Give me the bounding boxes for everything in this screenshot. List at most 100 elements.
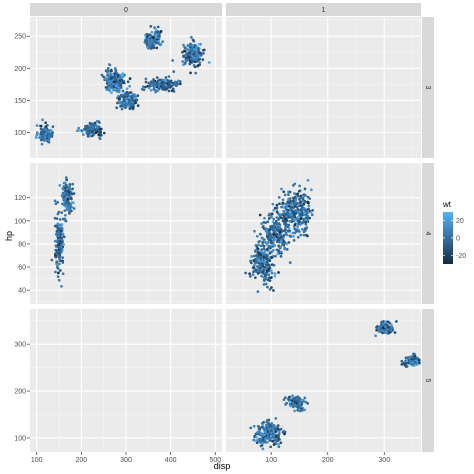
data-point [270,226,273,230]
data-point [299,222,302,226]
data-point [125,91,129,94]
data-point [61,259,64,263]
data-point [53,216,57,220]
data-point [306,178,310,182]
data-point [56,250,60,254]
data-point [288,261,292,264]
data-point [189,71,192,75]
data-point [59,243,63,247]
data-point [181,60,184,63]
data-point [286,211,290,214]
y-tick-label: 200 [14,389,26,396]
y-tick-label: 200 [14,66,26,73]
data-point [58,184,62,187]
data-point [284,231,288,235]
data-point [264,423,268,427]
data-point [128,91,132,95]
data-point [288,220,292,223]
data-point [279,239,283,243]
data-point [144,80,148,84]
data-point [60,202,64,206]
y-tick-label: 80 [18,241,26,248]
point-cluster [292,178,314,238]
x-tick-label: 300 [120,457,132,464]
strip-top-1 [226,3,421,16]
data-point [277,244,280,248]
data-point [153,84,157,88]
data-point [297,396,301,400]
data-point [296,194,300,198]
data-point [122,97,126,101]
data-point [259,441,262,444]
data-point [268,288,272,291]
data-point [158,80,161,84]
data-point [272,226,276,229]
data-point [62,243,65,246]
data-point [257,243,260,247]
data-point [262,440,266,444]
data-point [252,266,256,270]
data-point [198,61,202,64]
data-point [277,229,280,232]
data-point [307,204,311,208]
data-point [268,259,272,262]
data-point [265,263,268,267]
data-point [105,82,109,85]
data-point [108,89,112,92]
data-point [147,86,151,90]
data-point [95,124,98,128]
data-point [262,220,266,224]
data-point [291,231,295,235]
data-point [268,264,271,267]
data-point [266,422,270,426]
data-point [404,364,408,368]
data-point [282,190,286,194]
data-point [277,196,281,199]
data-point [71,187,74,191]
data-point [263,260,266,264]
data-point [282,209,285,213]
data-point [257,258,261,262]
data-point [277,431,281,435]
data-point [257,426,261,429]
data-point [40,142,44,146]
data-point [280,205,283,209]
data-point [63,181,67,185]
data-point [301,197,305,200]
data-point [70,201,74,204]
data-point [267,238,271,242]
data-point [196,64,200,68]
data-point [149,82,152,85]
data-point [296,235,300,239]
data-point [63,209,67,212]
point-cluster [249,417,287,451]
data-point [152,46,156,50]
data-point [186,44,190,47]
data-point [148,35,151,39]
data-point [269,424,273,428]
data-point [285,242,289,246]
data-point [67,207,71,210]
panel-0-3 [30,17,222,158]
data-point [35,124,39,127]
data-point [77,126,80,130]
data-point [258,239,261,243]
data-point [278,225,282,229]
data-point [272,224,276,227]
point-cluster [76,119,106,141]
data-point [190,53,193,57]
data-point [51,125,55,129]
point-cluster [244,227,280,294]
data-point [40,130,43,134]
data-point [263,433,267,437]
data-point [58,228,61,232]
data-point [94,131,98,135]
data-point [62,196,65,199]
data-point [272,208,275,212]
data-point [298,198,301,201]
data-point [181,50,184,54]
data-point [266,236,270,239]
data-point [299,217,303,220]
data-point [186,53,190,57]
data-point [386,320,390,324]
